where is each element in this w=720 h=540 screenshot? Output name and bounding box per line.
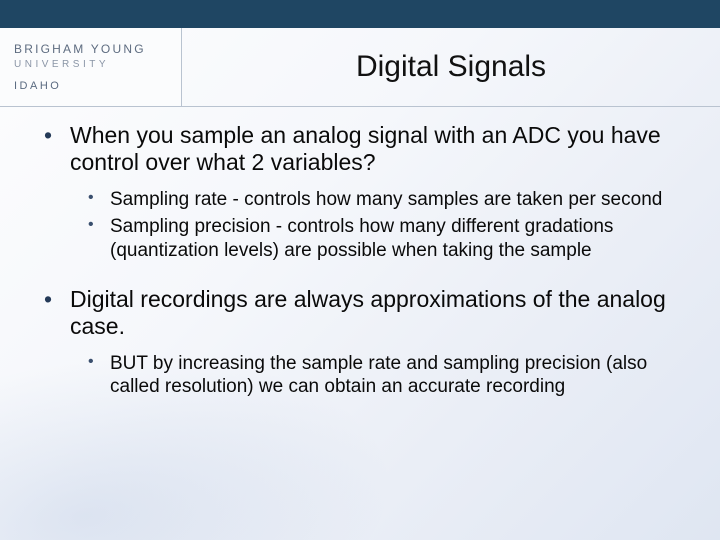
logo-line-2: UNIVERSITY: [14, 59, 181, 70]
top-band: [0, 0, 720, 28]
bullet-l2-text: Sampling rate - controls how many sample…: [110, 189, 662, 210]
bullet-l2: Sampling rate - controls how many sample…: [88, 188, 682, 211]
slide-title: Digital Signals: [356, 50, 546, 84]
bullet-l1-text: Digital recordings are always approximat…: [70, 286, 666, 339]
header-divider: [0, 106, 720, 107]
logo-line-1: BRIGHAM YOUNG: [14, 42, 181, 56]
bullet-l1: Digital recordings are always approximat…: [44, 286, 682, 399]
bullet-l2-text: Sampling precision - controls how many d…: [110, 216, 613, 260]
slide-body: When you sample an analog signal with an…: [44, 122, 682, 518]
university-logo: BRIGHAM YOUNG UNIVERSITY IDAHO: [0, 28, 182, 106]
logo-idaho: IDAHO: [14, 80, 181, 92]
bullet-l2: Sampling precision - controls how many d…: [88, 215, 682, 261]
slide: BRIGHAM YOUNG UNIVERSITY IDAHO Digital S…: [0, 0, 720, 540]
title-block: Digital Signals: [182, 28, 720, 106]
bullet-list-l2: BUT by increasing the sample rate and sa…: [70, 352, 682, 398]
bullet-list-l2: Sampling rate - controls how many sample…: [70, 188, 682, 262]
bullet-list-l1: When you sample an analog signal with an…: [44, 122, 682, 398]
bullet-l1-text: When you sample an analog signal with an…: [70, 122, 661, 175]
header-row: BRIGHAM YOUNG UNIVERSITY IDAHO Digital S…: [0, 28, 720, 106]
bullet-l2: BUT by increasing the sample rate and sa…: [88, 352, 682, 398]
bullet-l2-text: BUT by increasing the sample rate and sa…: [110, 353, 647, 397]
bullet-l1: When you sample an analog signal with an…: [44, 122, 682, 262]
